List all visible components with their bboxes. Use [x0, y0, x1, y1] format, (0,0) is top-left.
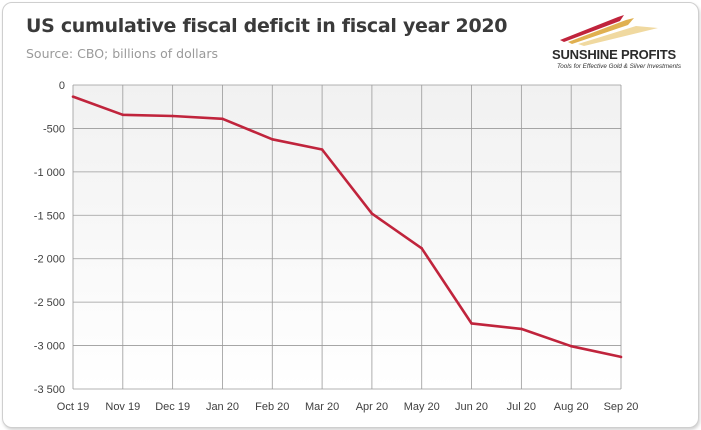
y-tick-label: -1 500: [34, 210, 65, 222]
data-point: [221, 117, 224, 121]
chart-subtitle: Source: CBO; billions of dollars: [26, 46, 218, 61]
x-tick-label: Aug 20: [554, 401, 589, 413]
x-tick-label: Jun 20: [455, 401, 488, 413]
x-tick-label: Nov 19: [105, 401, 140, 413]
data-point: [121, 113, 125, 117]
x-tick-label: May 20: [404, 401, 440, 413]
y-tick-label: 0: [59, 80, 65, 92]
x-tick-label: Jul 20: [507, 401, 536, 413]
logo-swoosh-gold: [568, 18, 634, 44]
x-tick-label: Dec 19: [155, 401, 190, 413]
logo-tagline: Tools for Effective Gold & Silver Invest…: [557, 63, 682, 70]
chart-title: US cumulative fiscal deficit in fiscal y…: [26, 15, 508, 37]
x-tick-label: Mar 20: [305, 401, 339, 413]
data-point: [520, 327, 523, 331]
x-tick-label: Apr 20: [356, 401, 388, 413]
y-tick-label: -2 500: [34, 297, 65, 309]
y-tick-label: -3 000: [34, 341, 65, 353]
plot-area: [73, 85, 621, 389]
logo-name: SUNSHINE PROFITS: [552, 47, 676, 62]
data-point: [171, 114, 174, 118]
x-tick-label: Sep 20: [604, 401, 639, 413]
data-point: [569, 344, 573, 348]
x-tick-label: Jan 20: [206, 401, 239, 413]
x-tick-label: Oct 19: [57, 401, 89, 413]
y-tick-label: -1 000: [34, 167, 65, 179]
logo-swoosh-light: [578, 26, 658, 46]
y-tick-label: -500: [43, 123, 65, 135]
data-point: [270, 137, 274, 141]
y-tick-label: -3 500: [34, 384, 65, 396]
y-tick-label: -2 000: [34, 254, 65, 266]
data-point: [470, 322, 473, 325]
x-tick-label: Feb 20: [255, 401, 289, 413]
sunshine-profits-logo-icon: [560, 15, 658, 46]
series-line: [72, 95, 622, 359]
data-point: [320, 148, 324, 151]
data-point: [71, 95, 75, 98]
data-point: [619, 355, 623, 359]
data-point: [420, 246, 424, 250]
data-point: [370, 212, 374, 215]
logo-swoosh-red: [560, 15, 624, 42]
